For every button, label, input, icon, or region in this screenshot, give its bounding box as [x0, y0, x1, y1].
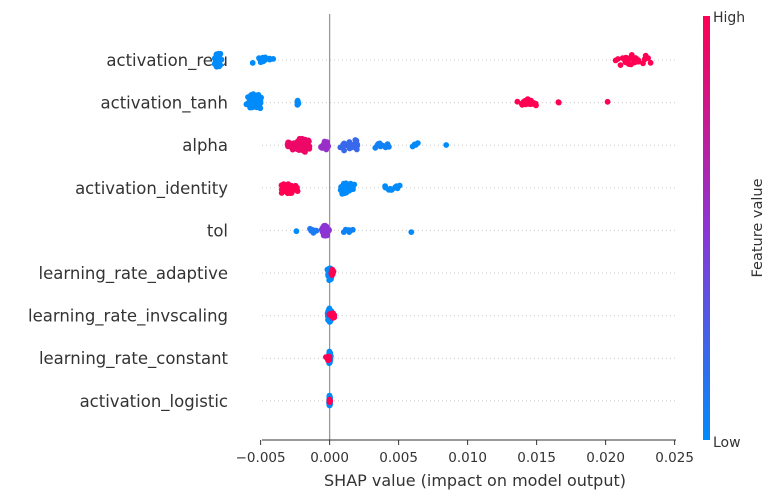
shap-point: [325, 143, 331, 149]
feature-label: learning_rate_constant: [39, 349, 229, 369]
shap-point: [619, 55, 626, 61]
feature-label: activation_relu: [106, 51, 228, 71]
shap-point: [631, 59, 638, 66]
shap-point: [533, 102, 539, 109]
feature-label: alpha: [182, 136, 228, 155]
feature-label: tol: [207, 221, 228, 240]
shap-point: [260, 58, 267, 65]
shap-points: [211, 50, 654, 409]
shap-point: [278, 190, 285, 196]
feature-row: activation_logistic: [80, 392, 676, 412]
shap-point: [287, 183, 294, 190]
shap-point: [312, 227, 319, 234]
shap-point: [615, 56, 621, 62]
colorbar-high-label: High: [713, 10, 745, 26]
feature-label: activation_logistic: [80, 392, 228, 412]
shap-point: [249, 60, 256, 66]
shap-point: [382, 143, 389, 149]
shap-point: [341, 140, 347, 147]
x-tick-label: 0.000: [310, 450, 349, 466]
x-tick-label: 0.005: [379, 450, 418, 466]
shap-point: [322, 232, 329, 239]
shap-point: [354, 142, 361, 149]
shap-point: [528, 101, 534, 107]
shap-point: [414, 140, 421, 147]
shap-point: [604, 98, 611, 105]
shap-point: [443, 142, 450, 148]
feature-label: activation_tanh: [101, 94, 228, 114]
shap-point: [213, 55, 220, 61]
shap-point: [642, 52, 649, 59]
shap-point: [247, 94, 254, 101]
feature-label: learning_rate_adaptive: [39, 264, 228, 284]
feature-row: learning_rate_invscaling: [28, 307, 676, 327]
shap-point: [292, 182, 299, 189]
shap-point: [627, 55, 633, 62]
shap-point: [343, 187, 350, 193]
shap-point: [617, 62, 624, 68]
feature-row: learning_rate_constant: [39, 349, 676, 369]
x-tick-label: 0.015: [517, 450, 556, 466]
feature-label: learning_rate_invscaling: [28, 307, 228, 327]
shap-point: [346, 142, 353, 149]
shap-point: [293, 139, 300, 146]
shap-point: [514, 98, 521, 105]
x-axis-title: SHAP value (impact on model output): [324, 471, 626, 490]
shap-point: [341, 147, 347, 154]
shap-point: [280, 181, 287, 188]
feature-row: tol: [207, 221, 676, 240]
shap-point: [295, 100, 302, 106]
shap-point: [372, 144, 379, 151]
shap-point: [392, 184, 399, 191]
feature-row: alpha: [182, 136, 676, 155]
shap-point: [329, 270, 336, 277]
feature-row: activation_tanh: [101, 94, 676, 114]
x-axis: −0.005 0.000 0.005 0.010 0.015 0.020 0.025: [236, 439, 694, 466]
feature-row: activation_relu: [106, 51, 676, 71]
shap-point: [324, 355, 331, 361]
shap-point: [331, 312, 338, 319]
shap-point: [294, 146, 300, 153]
colorbar-title: Feature value: [750, 178, 766, 277]
x-tick-label: −0.005: [236, 450, 286, 466]
x-tick-label: 0.020: [586, 450, 625, 466]
shap-point: [306, 143, 313, 150]
x-tick-label: 0.025: [655, 450, 694, 466]
shap-point: [647, 59, 654, 66]
shap-point: [284, 187, 291, 194]
shap-point: [326, 311, 333, 318]
feature-label: activation_identity: [75, 179, 228, 199]
feature-row: learning_rate_adaptive: [39, 264, 676, 284]
shap-point: [293, 228, 300, 235]
shap-point: [218, 56, 225, 63]
colorbar-gradient: [703, 16, 710, 440]
shap-point: [377, 141, 384, 148]
shap-point: [303, 138, 310, 144]
shap-point: [320, 226, 327, 232]
shap-point: [254, 92, 260, 99]
shap-point: [408, 229, 415, 236]
colorbar-low-label: Low: [713, 435, 741, 451]
shap-point: [326, 399, 333, 405]
x-tick-label: 0.010: [448, 450, 487, 466]
shap-point: [555, 99, 562, 106]
shap-point: [337, 187, 344, 194]
feature-row: activation_identity: [75, 179, 676, 199]
shap-point: [299, 147, 306, 154]
colorbar: High Low Feature value: [703, 10, 766, 451]
shap-point: [299, 141, 306, 147]
shap-point: [248, 99, 254, 106]
shap-point: [326, 277, 333, 284]
shap-point: [346, 227, 352, 233]
shap-point: [286, 143, 292, 150]
